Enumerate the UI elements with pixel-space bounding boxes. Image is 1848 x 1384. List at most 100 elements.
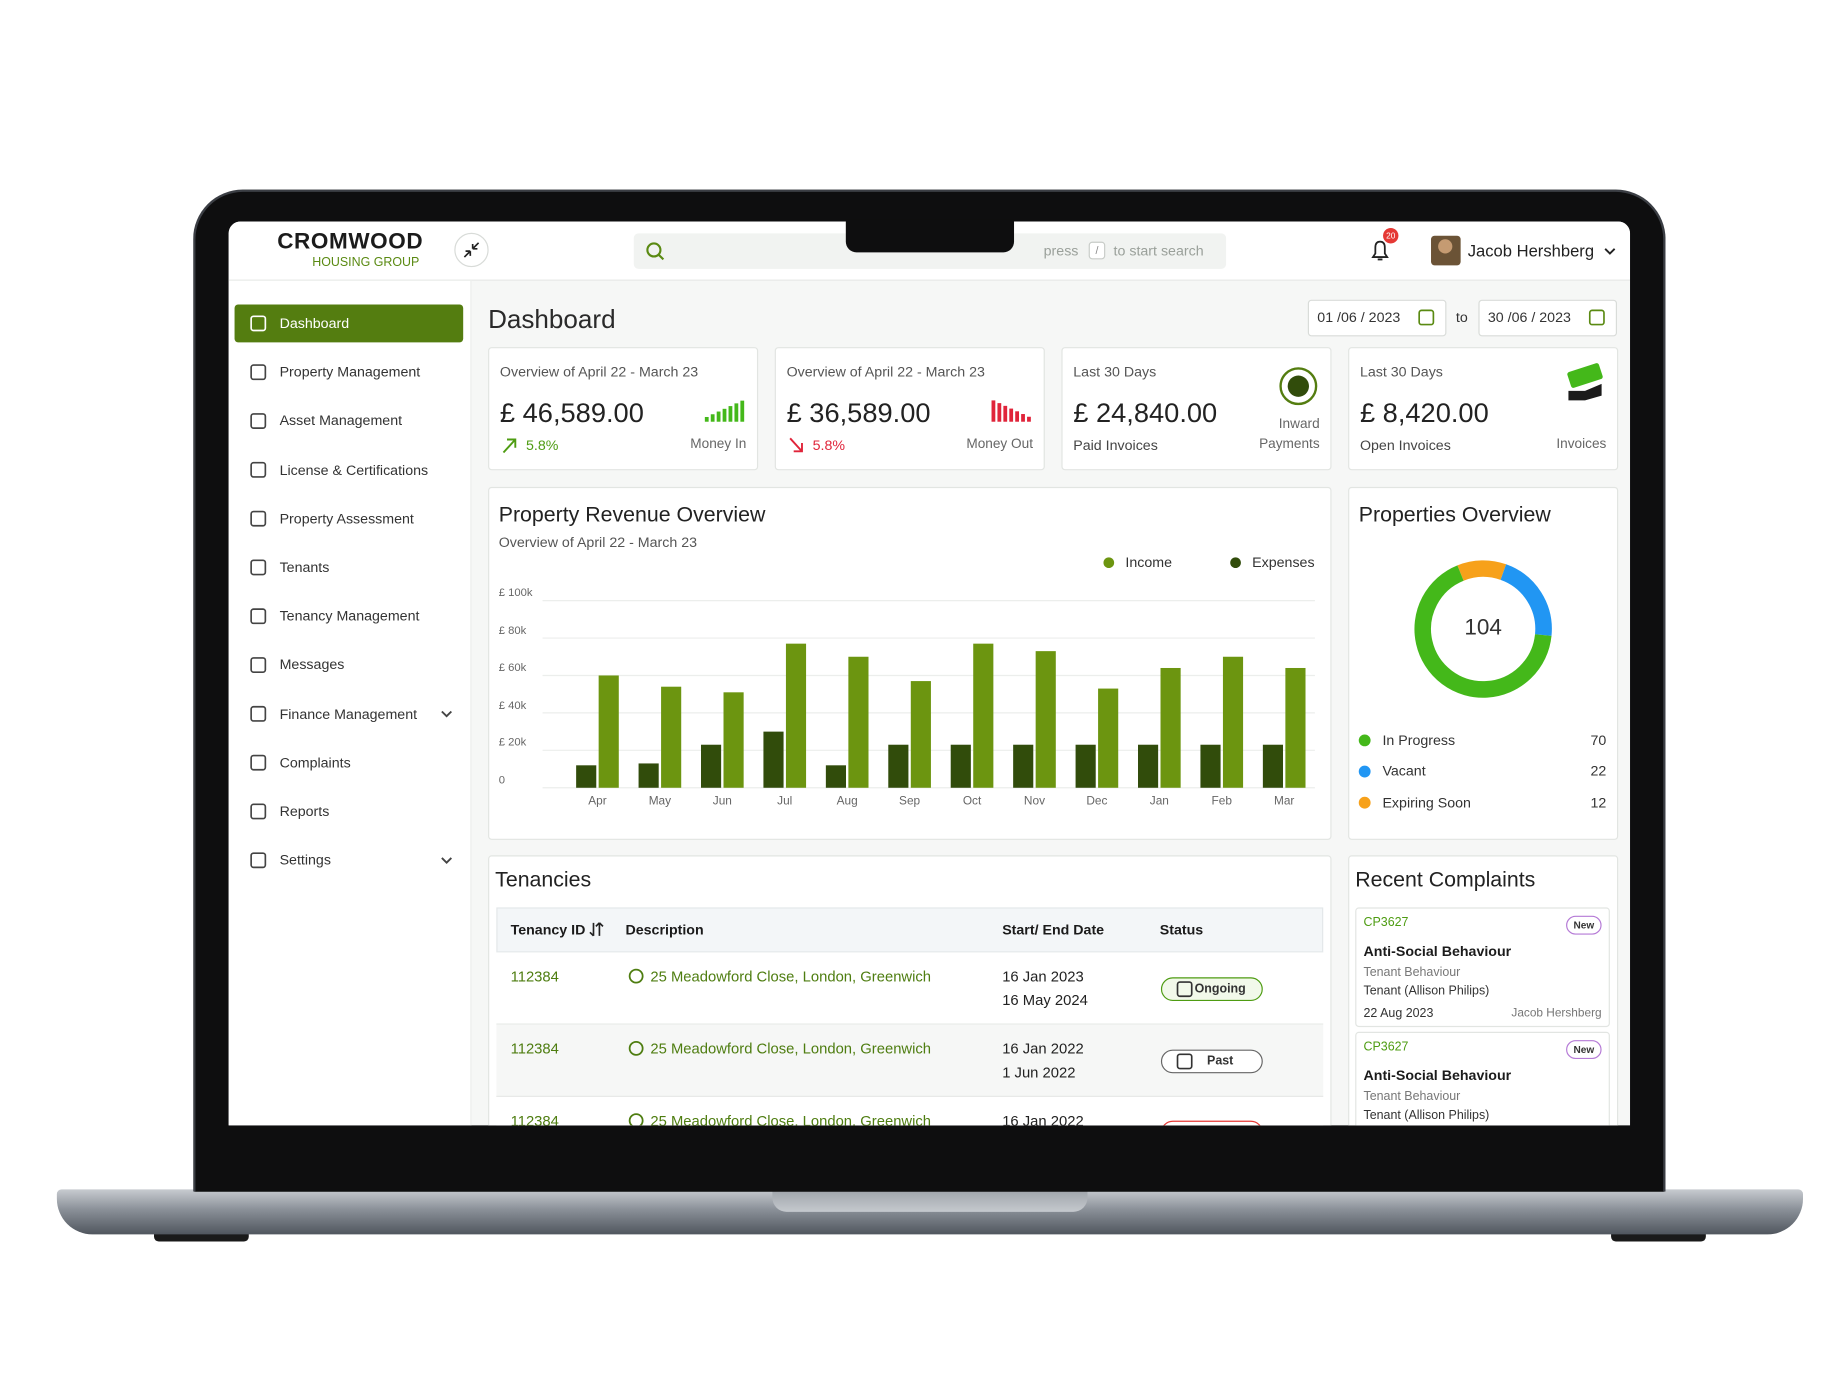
stat-label: Last 30 Days bbox=[1073, 363, 1157, 381]
brand: CROMWOOD bbox=[277, 229, 424, 255]
stat-label: Overview of April 22 - March 23 bbox=[786, 363, 985, 381]
nav-item[interactable]: Messages bbox=[279, 656, 345, 674]
panel-title: Properties Overview bbox=[1358, 502, 1551, 527]
nav-item[interactable]: License & Certifications bbox=[279, 461, 429, 478]
stat-caption: Inward bbox=[1278, 417, 1320, 432]
column-header: Tenancy ID bbox=[510, 921, 586, 938]
stat-caption: Invoices bbox=[1556, 437, 1607, 452]
x-tick-label: Sep bbox=[899, 794, 921, 808]
nav-item[interactable]: Settings bbox=[279, 851, 331, 869]
chart-subtitle: Overview of April 22 - March 23 bbox=[498, 534, 698, 551]
y-tick-label: 0 bbox=[498, 773, 505, 787]
x-tick-label: Feb bbox=[1211, 794, 1232, 808]
stat-label: Overview of April 22 - March 23 bbox=[499, 363, 699, 381]
x-tick-label: Aug bbox=[836, 794, 858, 808]
legend-label: Vacant bbox=[1382, 763, 1426, 780]
nav-item[interactable]: Tenancy Management bbox=[279, 607, 420, 625]
legend-label: Expenses bbox=[1252, 554, 1315, 571]
tenancy-date: 16 Jan 2023 bbox=[1002, 968, 1084, 986]
tenancy-description: 25 Meadowford Close, London, Greenwich bbox=[650, 1040, 932, 1058]
nav-item[interactable]: Property Assessment bbox=[279, 510, 414, 527]
revenue-panel bbox=[488, 486, 1332, 840]
x-tick-label: Jul bbox=[777, 794, 793, 808]
legend-label: Expiring Soon bbox=[1382, 794, 1471, 811]
sidebar bbox=[228, 280, 472, 1126]
stat-amount: £ 8,420.00 bbox=[1359, 397, 1489, 428]
tenancy-date: 1 Jun 2022 bbox=[1002, 1064, 1076, 1081]
legend-value: 12 bbox=[1590, 794, 1607, 811]
nav-item[interactable]: Finance Management bbox=[279, 705, 418, 722]
stat-change: 5.8% bbox=[812, 436, 846, 454]
nav-item[interactable]: Tenants bbox=[279, 558, 330, 576]
column-header: Status bbox=[1159, 921, 1204, 938]
complaint-date: 22 Aug 2023 bbox=[1363, 1006, 1434, 1021]
status-label: Ongoing bbox=[1194, 981, 1246, 996]
badge bbox=[1566, 915, 1602, 935]
laptop-notch bbox=[772, 1189, 1088, 1212]
date-separator: to bbox=[1455, 308, 1468, 326]
x-tick-label: Apr bbox=[588, 794, 607, 808]
date-value: 01 /06 / 2023 bbox=[1317, 308, 1401, 326]
nav-item[interactable]: Asset Management bbox=[279, 412, 403, 430]
user-name[interactable]: Jacob Hershberg bbox=[1467, 241, 1595, 261]
stat-card bbox=[488, 347, 759, 471]
tenancy-id[interactable]: 112384 bbox=[510, 1040, 559, 1058]
stat-caption: Money Out bbox=[966, 437, 1033, 452]
stat-caption: Money In bbox=[690, 437, 747, 452]
legend-value: 22 bbox=[1590, 763, 1607, 780]
complaint-title: Anti-Social Behaviour bbox=[1363, 942, 1512, 960]
tenancy-id[interactable]: 112384 bbox=[510, 1112, 559, 1126]
y-tick-label: £ 20k bbox=[498, 736, 527, 750]
complaint-title: Anti-Social Behaviour bbox=[1363, 1067, 1512, 1084]
complaint-assignee: Jacob Hershberg bbox=[1511, 1006, 1602, 1020]
tenancy-date: 16 Jan 2022 bbox=[1002, 1112, 1084, 1126]
legend-label: Income bbox=[1125, 554, 1173, 571]
complaint-id: CP3627 bbox=[1363, 915, 1409, 930]
stat-amount: £ 24,840.00 bbox=[1073, 397, 1218, 428]
x-tick-label: Mar bbox=[1273, 794, 1295, 808]
stat-amount: £ 46,589.00 bbox=[499, 397, 644, 428]
y-tick-label: £ 40k bbox=[498, 699, 527, 713]
search-hint: / bbox=[1095, 244, 1099, 257]
laptop-foot bbox=[1611, 1229, 1706, 1242]
x-tick-label: May bbox=[648, 794, 672, 808]
legend-label: In Progress bbox=[1382, 731, 1456, 749]
nav-item[interactable]: Complaints bbox=[279, 754, 351, 771]
tenancy-description: 25 Meadowford Close, London, Greenwich bbox=[650, 968, 932, 986]
complaint-category: Tenant Behaviour bbox=[1363, 1089, 1461, 1104]
tenancy-id[interactable]: 112384 bbox=[510, 968, 559, 986]
stat-amount: £ 36,589.00 bbox=[786, 397, 931, 428]
x-tick-label: Jun bbox=[712, 794, 732, 808]
donut-total: 104 bbox=[1464, 615, 1502, 641]
key-hint bbox=[1088, 241, 1106, 260]
tenancy-description: 25 Meadowford Close, London, Greenwich bbox=[650, 1112, 932, 1126]
complaint-category: Tenant Behaviour bbox=[1363, 965, 1461, 980]
brand-sub: HOUSING GROUP bbox=[312, 255, 420, 270]
y-tick-label: £ 100k bbox=[498, 586, 533, 600]
x-tick-label: Oct bbox=[962, 794, 982, 808]
camera-notch bbox=[845, 219, 1015, 253]
text-layer: CROMWOOD HOUSING GROUP press / to start sear… bbox=[229, 222, 1630, 1126]
page-title: Dashboard bbox=[488, 304, 616, 334]
x-tick-label: Dec bbox=[1086, 794, 1108, 808]
complaint-tenant: Tenant (Allison Philips) bbox=[1363, 984, 1490, 999]
status-label: Past bbox=[1207, 1053, 1234, 1069]
panel-title: Recent Complaints bbox=[1355, 867, 1536, 892]
nav-item[interactable]: Property Management bbox=[279, 363, 421, 381]
y-tick-label: £ 80k bbox=[498, 624, 527, 638]
tenancy-date: 16 Jan 2022 bbox=[1002, 1040, 1084, 1058]
nav-active bbox=[234, 304, 464, 343]
nav-item[interactable]: Dashboard bbox=[279, 314, 350, 332]
screen: 20 CROMWOOD HOUSING GROUP press / to start s… bbox=[228, 221, 1631, 1126]
y-tick-label: £ 60k bbox=[498, 661, 527, 675]
table-header bbox=[496, 907, 1324, 953]
complaint-tenant: Tenant (Allison Philips) bbox=[1363, 1108, 1490, 1123]
chart-title: Property Revenue Overview bbox=[498, 502, 766, 527]
date-input[interactable] bbox=[1307, 299, 1447, 337]
stat-caption: Payments bbox=[1259, 437, 1320, 452]
nav-item[interactable]: Reports bbox=[279, 802, 330, 820]
badge-label: New bbox=[1573, 1043, 1595, 1056]
tenancy-date: 16 May 2024 bbox=[1002, 992, 1088, 1009]
